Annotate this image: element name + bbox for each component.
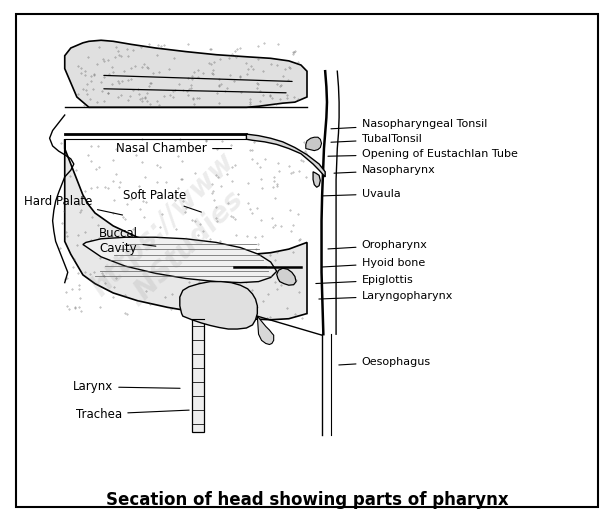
Text: Nasopharyngeal Tonsil: Nasopharyngeal Tonsil (331, 119, 487, 129)
Text: Hyoid bone: Hyoid bone (322, 258, 425, 268)
Text: TubalTonsil: TubalTonsil (331, 134, 421, 144)
Text: Epiglottis: Epiglottis (316, 275, 413, 285)
Text: Oropharynx: Oropharynx (328, 240, 427, 250)
Text: Opening of Eustachlan Tube: Opening of Eustachlan Tube (328, 149, 518, 159)
Polygon shape (180, 281, 257, 329)
Text: Nasal Chamber: Nasal Chamber (116, 142, 231, 155)
Text: Oesophagus: Oesophagus (339, 356, 430, 366)
Polygon shape (64, 139, 307, 320)
Polygon shape (192, 319, 204, 432)
Text: Larynx: Larynx (73, 380, 180, 394)
Text: https://www
.NStudies: https://www .NStudies (85, 147, 263, 325)
Polygon shape (64, 40, 307, 107)
Text: Laryngopharynx: Laryngopharynx (319, 290, 453, 301)
Text: Soft Palate: Soft Palate (123, 190, 201, 212)
Text: Uvaula: Uvaula (322, 189, 400, 199)
Polygon shape (313, 172, 321, 187)
Text: Nasopharynx: Nasopharynx (334, 165, 435, 175)
Polygon shape (277, 268, 296, 285)
Polygon shape (306, 137, 322, 150)
Polygon shape (83, 237, 277, 282)
Polygon shape (257, 316, 274, 344)
Polygon shape (246, 134, 325, 177)
Text: Secation of head showing parts of pharynx: Secation of head showing parts of pharyn… (106, 491, 508, 509)
Text: Trachea: Trachea (76, 408, 189, 421)
Text: Hard Palate: Hard Palate (23, 194, 123, 215)
FancyBboxPatch shape (17, 15, 597, 507)
Text: Buccal
Cavity: Buccal Cavity (98, 227, 156, 255)
